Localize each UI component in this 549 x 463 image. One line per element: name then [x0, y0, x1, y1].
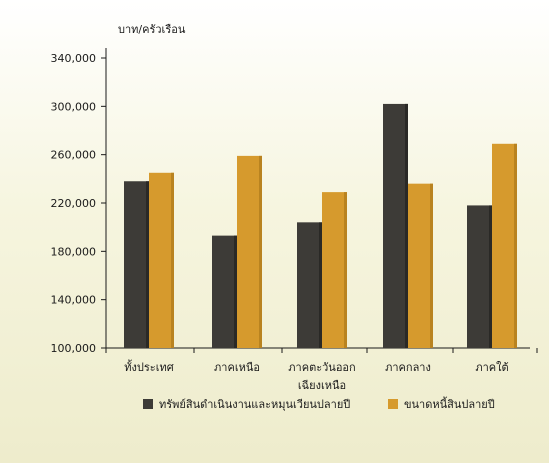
x-category-label: ภาคเหนือ: [214, 361, 260, 374]
x-category-label: ทั้งประเทศ: [124, 359, 173, 374]
bar-shade: [319, 222, 322, 348]
x-category-label: ภาคใต้: [475, 361, 508, 374]
bar-shade: [489, 205, 492, 348]
x-category-label: ภาคตะวันออก: [288, 361, 355, 374]
legend-swatch: [388, 399, 398, 409]
bar-assets: [124, 181, 149, 348]
bar-debt: [322, 192, 347, 348]
legend-swatch: [143, 399, 153, 409]
y-tick-label: 220,000: [51, 197, 97, 210]
bar-shade: [430, 183, 433, 348]
y-tick-label: 140,000: [51, 294, 97, 307]
bar-shade: [171, 172, 174, 348]
y-tick-label: 180,000: [51, 245, 97, 258]
bar-debt: [237, 155, 262, 348]
bar-shade: [514, 143, 517, 348]
bar-debt: [149, 172, 174, 348]
bar-assets: [212, 235, 237, 348]
bar-assets: [467, 205, 492, 348]
y-axis-title: บาท/ครัวเรือน: [118, 23, 186, 36]
bar-shade: [344, 192, 347, 348]
x-category-label: เฉียงเหนือ: [298, 379, 346, 392]
bar-shade: [146, 181, 149, 348]
x-category-label: ภาคกลาง: [385, 361, 431, 374]
bar-shade: [234, 235, 237, 348]
y-tick-label: 100,000: [51, 342, 97, 355]
bar-debt: [408, 183, 433, 348]
bar-assets: [297, 222, 322, 348]
y-tick-label: 260,000: [51, 149, 97, 162]
bar-shade: [259, 155, 262, 348]
legend-label: ทรัพย์สินดำเนินงานและหมุนเวียนปลายปี: [159, 398, 350, 411]
y-tick-label: 300,000: [51, 100, 97, 113]
legend-label: ขนาดหนี้สินปลายปี: [404, 396, 495, 411]
bar-debt: [492, 143, 517, 348]
bar-shade: [405, 103, 408, 349]
y-tick-label: 340,000: [51, 52, 97, 65]
bar-assets: [383, 103, 408, 349]
